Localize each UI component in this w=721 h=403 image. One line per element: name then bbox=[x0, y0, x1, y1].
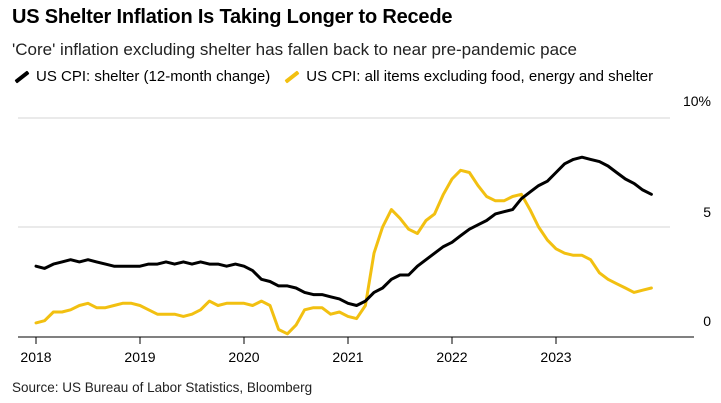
series-line-core-ex-shelter bbox=[34, 168, 653, 336]
chart-subtitle: 'Core' inflation excluding shelter has f… bbox=[12, 40, 577, 59]
chart-title: US Shelter Inflation Is Taking Longer to… bbox=[12, 6, 453, 28]
x-tick-label-2021: 2021 bbox=[332, 349, 363, 365]
x-tick-label-2023: 2023 bbox=[540, 349, 571, 365]
y-tick-label-10: 10% bbox=[683, 93, 711, 109]
x-tick-label-2018: 2018 bbox=[20, 349, 51, 365]
x-tick-label-2020: 2020 bbox=[228, 349, 259, 365]
y-tick-label-5: 5 bbox=[703, 204, 711, 220]
series-line-shelter bbox=[34, 155, 653, 307]
y-tick-label-0: 0 bbox=[703, 313, 711, 329]
legend-item-core-ex-shelter: US CPI: all items excluding food, energy… bbox=[284, 68, 653, 85]
legend-label-core-ex-shelter: US CPI: all items excluding food, energy… bbox=[306, 68, 654, 85]
x-tick-label-2022: 2022 bbox=[436, 349, 467, 365]
legend: US CPI: shelter (12-month change) US CPI… bbox=[14, 68, 667, 85]
x-tick-label-2019: 2019 bbox=[124, 349, 155, 365]
source-note: Source: US Bureau of Labor Statistics, B… bbox=[12, 380, 313, 395]
legend-label-shelter: US CPI: shelter (12-month change) bbox=[36, 68, 271, 85]
legend-item-shelter: US CPI: shelter (12-month change) bbox=[14, 68, 270, 85]
